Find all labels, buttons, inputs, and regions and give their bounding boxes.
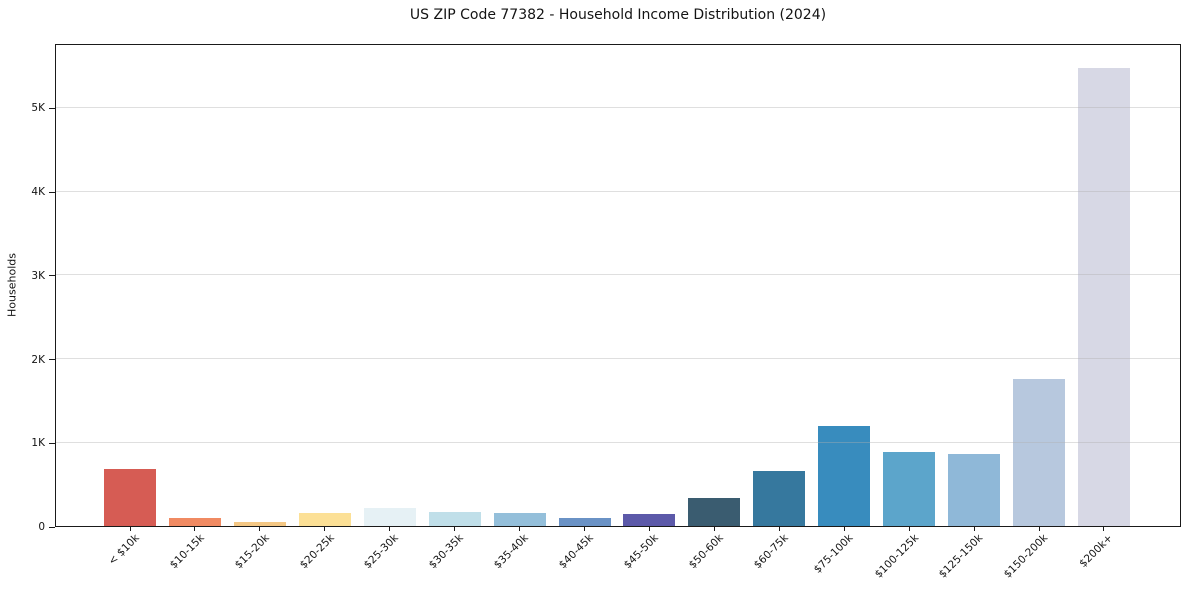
x-tick-mark <box>389 527 391 531</box>
y-tick-label: 3K <box>31 269 45 282</box>
bar-$100-125k <box>883 452 936 526</box>
x-tick-mark <box>259 527 261 531</box>
chart-title: US ZIP Code 77382 - Household Income Dis… <box>409 7 827 23</box>
bar-$35-40k <box>493 513 546 526</box>
x-tick-mark <box>194 527 196 531</box>
x-tick-label: $50-60k <box>686 532 726 572</box>
y-tick-label: 1K <box>31 437 45 450</box>
x-tick-mark <box>843 527 845 531</box>
bar-$30-35k <box>428 511 481 526</box>
y-tick-mark <box>49 442 55 444</box>
y-tick-label: 0 <box>38 521 45 533</box>
x-tick-mark <box>908 527 910 531</box>
x-tick-mark <box>454 527 456 531</box>
x-tick-label: $200k+ <box>1077 532 1116 570</box>
bar-$75-100k <box>818 425 871 526</box>
bar-$45-50k <box>623 513 676 526</box>
x-tick-label: $150-200k <box>1001 532 1051 581</box>
x-tick-mark <box>324 527 326 531</box>
bar-$20-25k <box>298 513 351 526</box>
x-tick-mark <box>1038 527 1040 531</box>
bar-$200k+ <box>1077 67 1130 526</box>
x-tick-label: $15-20k <box>232 532 272 572</box>
x-tick-label: $60-75k <box>751 532 791 572</box>
y-tick-label: 5K <box>31 102 45 115</box>
bar-$150-200k <box>1013 378 1066 526</box>
bar-$50-60k <box>688 498 741 526</box>
y-tick-label: 4K <box>31 186 45 199</box>
x-tick-label: $10-15k <box>167 532 207 572</box>
x-tick-label: $100-125k <box>872 532 921 581</box>
y-tick-mark <box>49 526 55 528</box>
x-tick-label: $45-50k <box>621 532 661 572</box>
bar-$125-150k <box>948 453 1001 526</box>
plot-area <box>55 44 1181 527</box>
x-tick-label: < $10k <box>105 532 142 568</box>
bars-layer <box>56 45 1180 526</box>
x-tick-mark <box>129 527 131 531</box>
x-tick-label: $75-100k <box>811 532 856 576</box>
y-tick-mark <box>49 359 55 361</box>
x-tick-mark <box>1103 527 1105 531</box>
x-tick-label: $25-30k <box>362 532 402 572</box>
bar-$25-30k <box>363 508 416 526</box>
y-tick-mark <box>49 191 55 193</box>
x-tick-label: $35-40k <box>491 532 532 572</box>
x-tick-mark <box>778 527 780 531</box>
bar-$40-45k <box>558 517 611 526</box>
y-tick-label: 2K <box>31 353 45 366</box>
y-tick-mark <box>49 107 55 109</box>
x-tick-mark <box>648 527 650 531</box>
y-axis-label: Households <box>5 253 19 317</box>
bar-$60-75k <box>753 470 806 526</box>
y-tick-mark <box>49 275 55 277</box>
x-tick-mark <box>584 527 585 531</box>
x-tick-mark <box>519 527 521 531</box>
bar-$10-15k <box>168 518 221 526</box>
x-tick-label: $20-25k <box>297 532 337 572</box>
x-tick-mark <box>713 527 715 531</box>
bar-$15-20k <box>233 521 286 526</box>
x-tick-mark <box>973 527 975 531</box>
x-tick-label: $125-150k <box>937 532 986 581</box>
x-tick-label: $40-45k <box>556 532 596 572</box>
bar-< $10k <box>104 469 156 526</box>
x-tick-label: $30-35k <box>427 532 467 572</box>
